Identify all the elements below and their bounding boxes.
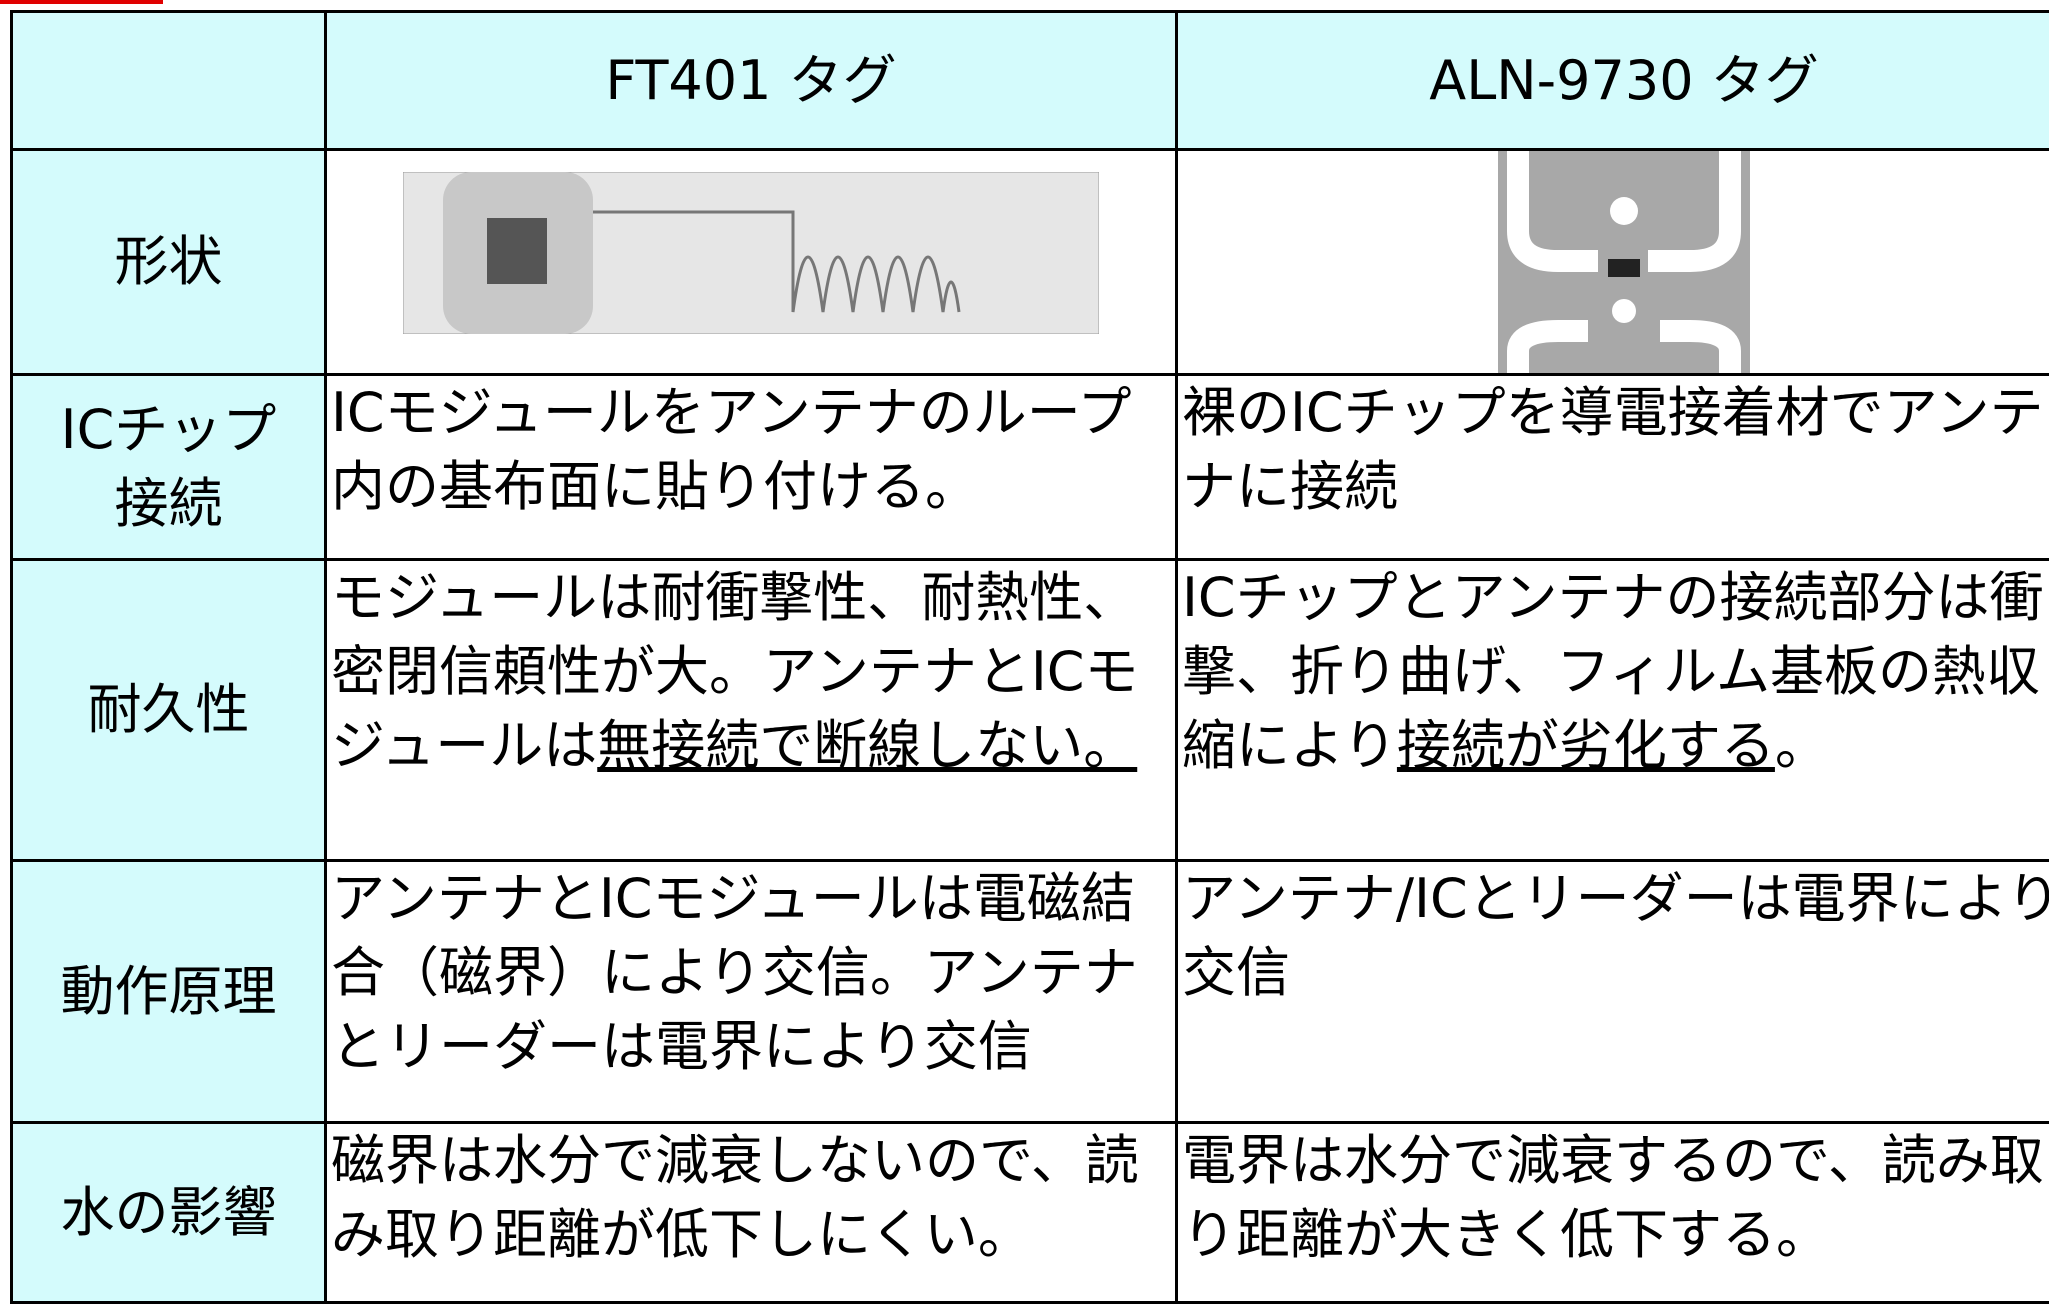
table-row: 動作原理アンテナとICモジュールは電磁結合（磁界）により交信。アンテナとリーダー… — [12, 861, 2049, 1123]
underlined-text: 接続が劣化する — [1397, 714, 1775, 777]
table-cell: 電界は水分で減衰するので、読み取り距離が大きく低下する。 — [1177, 1123, 2049, 1303]
table-row: 耐久性 モジュールは耐衝撃性、耐熱性、密閉信頼性が大。アンテナとICモジュールは無… — [12, 560, 2049, 861]
aln9730-image — [1498, 151, 1750, 373]
shape-row: 形状 — [12, 150, 2049, 375]
row-label: 形状 — [12, 150, 326, 375]
cell-text: 電界は水分で減衰するので、読み取り距離が大きく低下する。 — [1182, 1129, 2044, 1266]
ft401-image — [403, 172, 1099, 334]
cell-text: 磁界は水分で減衰しないので、読み取り距離が低下しにくい。 — [331, 1129, 1139, 1266]
row-label: 動作原理 — [12, 861, 326, 1123]
header-row: FT401 タグ ALN-9730 タグ — [12, 12, 2049, 150]
cell-text: 裸のICチップを導電接着材でアンテナに接続 — [1182, 381, 2043, 518]
table-cell: モジュールは耐衝撃性、耐熱性、密閉信頼性が大。アンテナとICモジュールは無接続で… — [326, 560, 1177, 861]
row-label: 水の影響 — [12, 1123, 326, 1303]
table-cell: アンテナ/ICとリーダーは電界により交信 — [1177, 861, 2049, 1123]
label-line: ICチップ — [61, 398, 277, 461]
table-cell: ICチップとアンテナの接続部分は衝撃、折り曲げ、フィルム基板の熱収縮により接続が… — [1177, 560, 2049, 861]
image-cell — [1177, 150, 2049, 375]
corner-cell — [12, 12, 326, 150]
label-line: 動作原理 — [61, 960, 277, 1023]
accent-bar — [0, 0, 163, 4]
comparison-table: FT401 タグ ALN-9730 タグ 形状 — [10, 10, 2049, 1304]
table-cell: ICモジュールをアンテナのループ内の基布面に貼り付ける。 — [326, 375, 1177, 560]
column-header: ALN-9730 タグ — [1177, 12, 2049, 150]
table-row: 水の影響磁界は水分で減衰しないので、読み取り距離が低下しにくい。電界は水分で減衰… — [12, 1123, 2049, 1303]
label-line: 耐久性 — [88, 678, 250, 741]
image-cell — [326, 150, 1177, 375]
underlined-text: 無接続で断線しない。 — [597, 714, 1137, 777]
table-cell: 裸のICチップを導電接着材でアンテナに接続 — [1177, 375, 2049, 560]
cell-text: ICモジュールをアンテナのループ内の基布面に貼り付ける。 — [331, 381, 1131, 518]
row-label: ICチップ接続 — [12, 375, 326, 560]
table-cell: アンテナとICモジュールは電磁結合（磁界）により交信。アンテナとリーダーは電界に… — [326, 861, 1177, 1123]
row-label: 耐久性 — [12, 560, 326, 861]
table-cell: 磁界は水分で減衰しないので、読み取り距離が低下しにくい。 — [326, 1123, 1177, 1303]
label-line: 水の影響 — [61, 1181, 277, 1244]
label-line: 接続 — [115, 472, 223, 535]
cell-text: 。 — [1775, 714, 1829, 777]
cell-text: アンテナとICモジュールは電磁結合（磁界）により交信。アンテナとリーダーは電界に… — [331, 867, 1138, 1078]
column-header: FT401 タグ — [326, 12, 1177, 150]
cell-text: アンテナ/ICとリーダーは電界により交信 — [1182, 867, 2049, 1004]
